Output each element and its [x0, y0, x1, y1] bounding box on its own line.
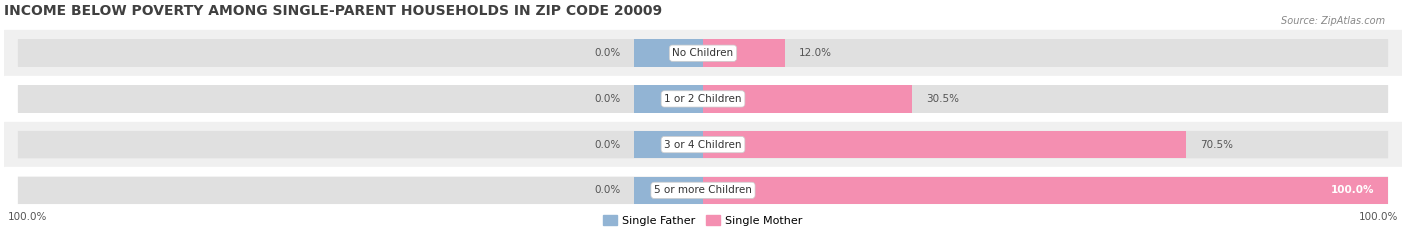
- Text: 70.5%: 70.5%: [1199, 140, 1233, 150]
- FancyBboxPatch shape: [18, 131, 1388, 158]
- Bar: [18, 40, 1388, 67]
- Bar: [4, 122, 1402, 168]
- Text: 1 or 2 Children: 1 or 2 Children: [664, 94, 742, 104]
- Bar: [703, 40, 785, 67]
- Bar: [4, 168, 1402, 213]
- Text: Source: ZipAtlas.com: Source: ZipAtlas.com: [1281, 16, 1385, 26]
- Text: 100.0%: 100.0%: [1360, 212, 1399, 222]
- FancyBboxPatch shape: [18, 85, 1388, 113]
- Bar: [703, 85, 912, 113]
- Text: 100.0%: 100.0%: [7, 212, 46, 222]
- Text: 5 or more Children: 5 or more Children: [654, 185, 752, 195]
- Bar: [703, 131, 1187, 158]
- Text: INCOME BELOW POVERTY AMONG SINGLE-PARENT HOUSEHOLDS IN ZIP CODE 20009: INCOME BELOW POVERTY AMONG SINGLE-PARENT…: [4, 4, 662, 18]
- Text: 0.0%: 0.0%: [595, 140, 621, 150]
- Text: 0.0%: 0.0%: [595, 185, 621, 195]
- FancyBboxPatch shape: [18, 177, 1388, 204]
- Bar: [634, 131, 703, 158]
- Bar: [634, 85, 703, 113]
- Legend: Single Father, Single Mother: Single Father, Single Mother: [599, 211, 807, 230]
- Bar: [18, 177, 1388, 204]
- Text: 3 or 4 Children: 3 or 4 Children: [664, 140, 742, 150]
- Text: 0.0%: 0.0%: [595, 94, 621, 104]
- Text: 30.5%: 30.5%: [925, 94, 959, 104]
- FancyBboxPatch shape: [18, 40, 1388, 67]
- Text: No Children: No Children: [672, 48, 734, 58]
- Bar: [634, 40, 703, 67]
- Text: 12.0%: 12.0%: [799, 48, 832, 58]
- Text: 0.0%: 0.0%: [595, 48, 621, 58]
- Bar: [4, 76, 1402, 122]
- Text: 100.0%: 100.0%: [1331, 185, 1375, 195]
- Bar: [634, 177, 703, 204]
- Bar: [18, 131, 1388, 158]
- Bar: [703, 177, 1388, 204]
- Bar: [4, 30, 1402, 76]
- Bar: [18, 85, 1388, 113]
